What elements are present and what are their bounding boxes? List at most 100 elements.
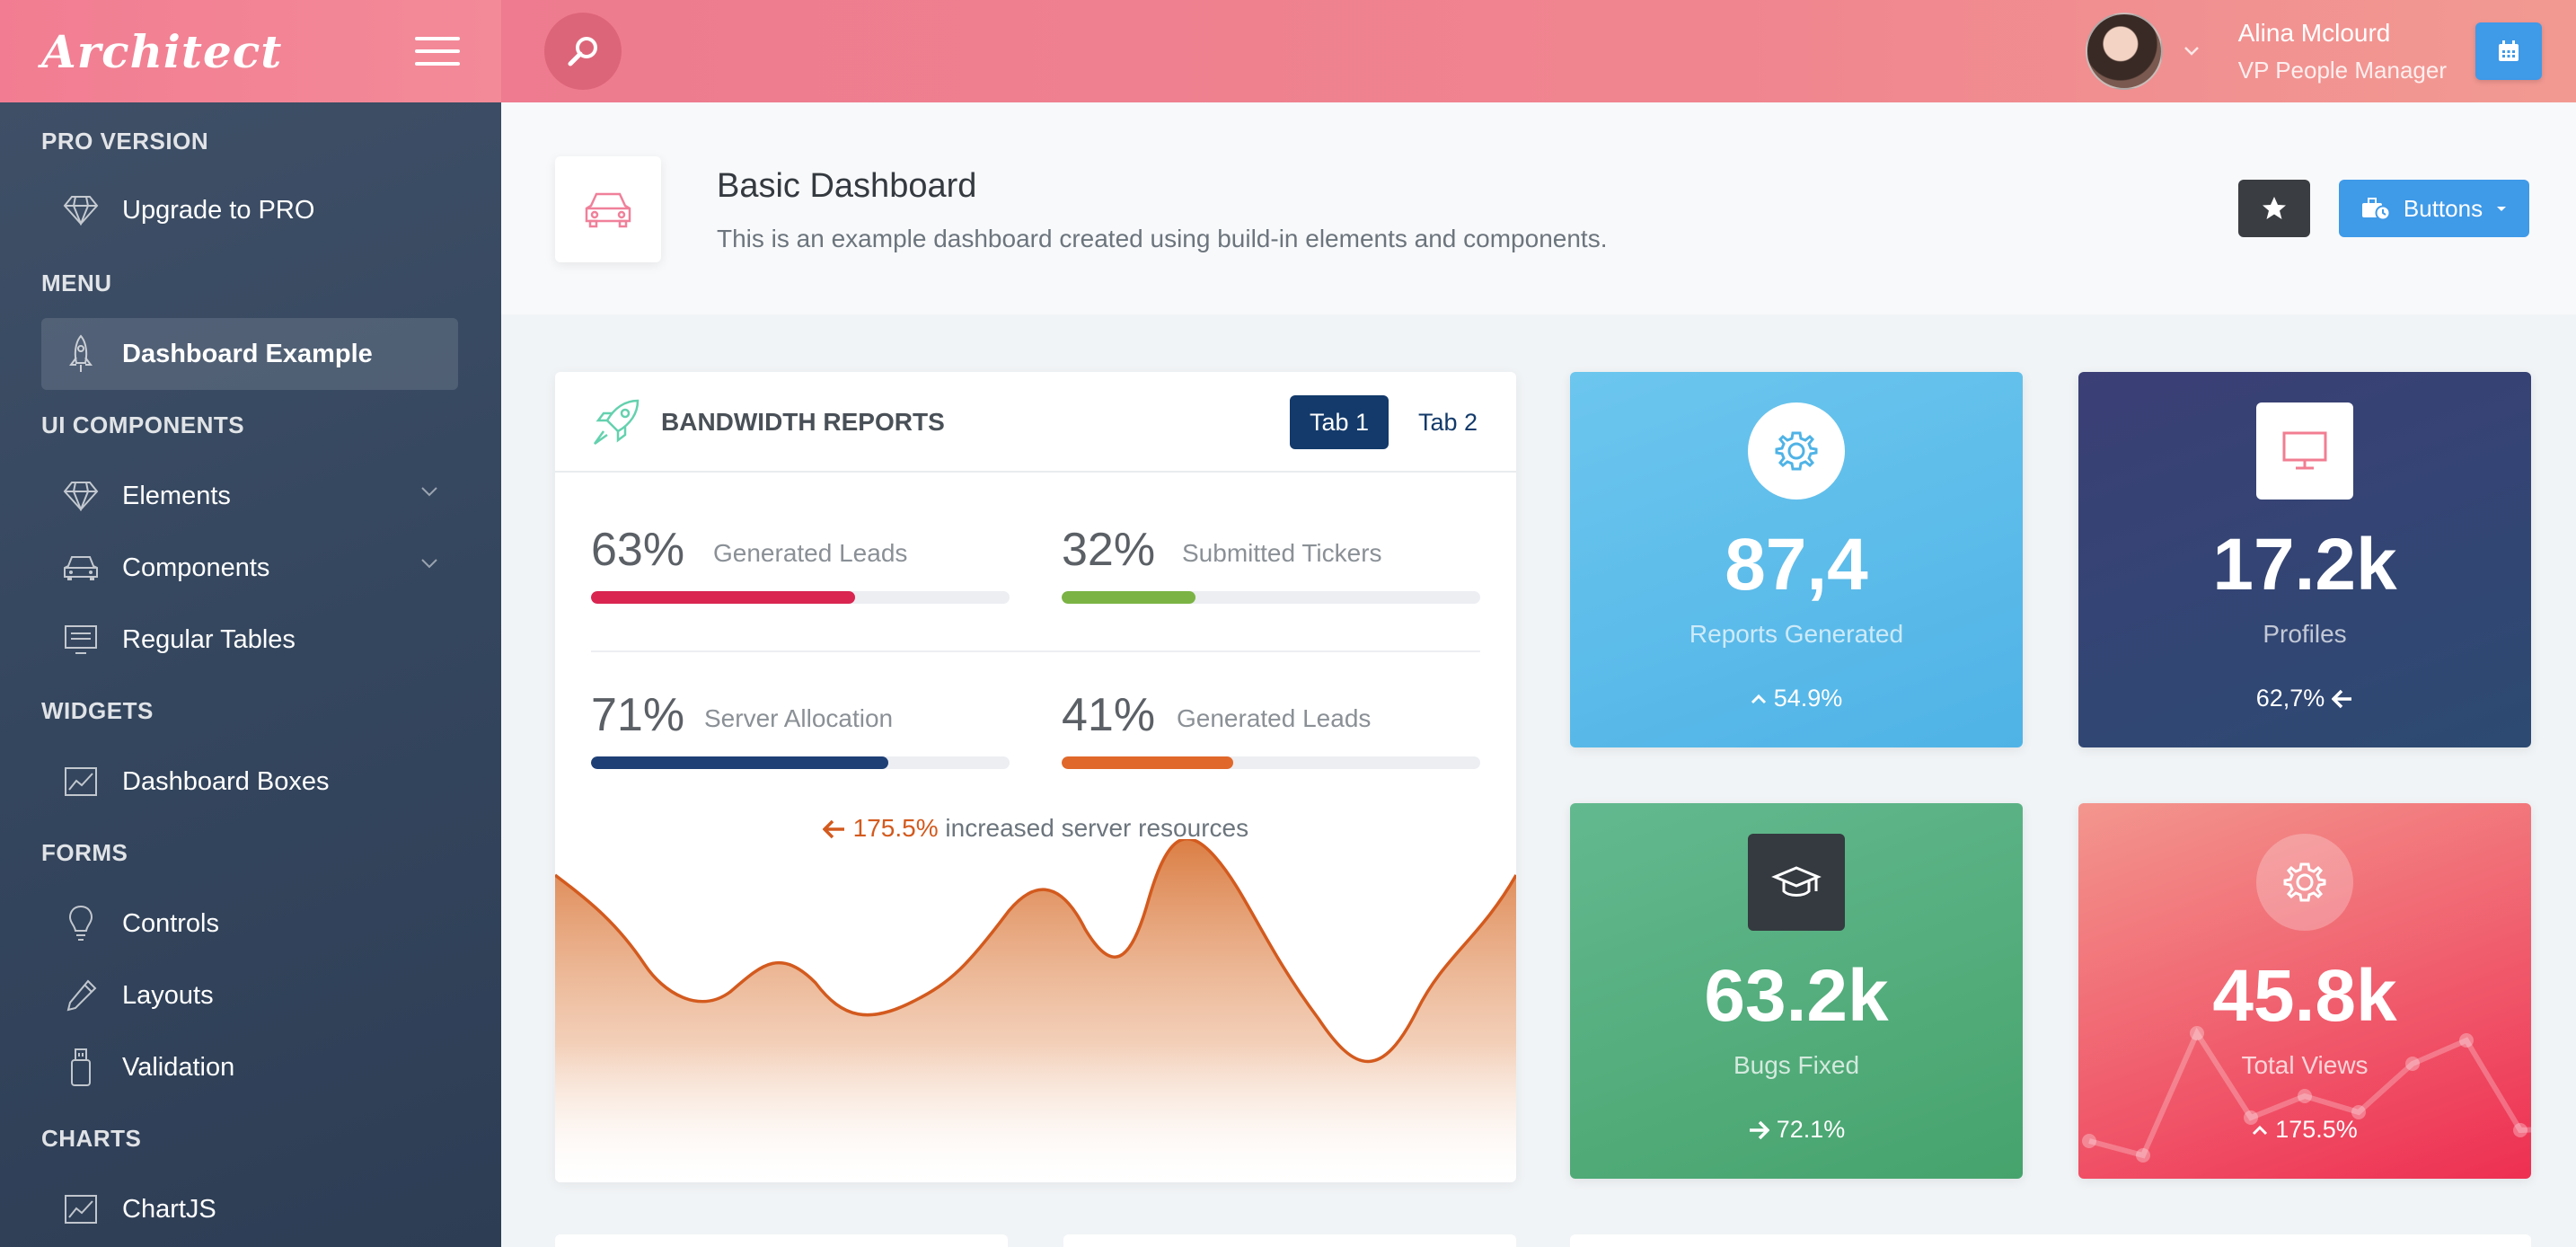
tile-label: Total Views [2241, 1051, 2369, 1079]
chevron-down-icon[interactable] [2181, 46, 2202, 57]
sidebar-item-label: Controls [122, 908, 219, 938]
chevron-up-icon [1751, 694, 1766, 703]
sidebar-item-label: Upgrade to PRO [122, 195, 315, 225]
sidebar-item-upgrade[interactable]: Upgrade to PRO [41, 174, 458, 246]
star-icon [2263, 197, 2286, 219]
sidebar-item-label: Layouts [122, 980, 214, 1010]
chevron-down-icon[interactable] [420, 557, 438, 573]
sidebar-item-controls[interactable]: Controls [41, 888, 458, 960]
sidebar-item-label: Dashboard Boxes [122, 766, 330, 796]
tile-change-value: 62,7% [2255, 685, 2325, 712]
gear-icon [2256, 834, 2353, 931]
user-role: VP People Manager [2237, 56, 2447, 84]
tab-1[interactable]: Tab 1 [1290, 395, 1389, 449]
sidebar-heading-menu: MENU [41, 270, 112, 296]
progress-fill [1062, 756, 1234, 769]
sidebar-item-label: Components [122, 553, 270, 582]
tile-label: Reports Generated [1689, 620, 1904, 648]
tile-profiles: 17.2k Profiles 62,7% [2078, 372, 2531, 747]
metric-percent: 32% [1062, 524, 1156, 576]
car-icon [61, 548, 101, 588]
sidebar-heading-pro: PRO VERSION [41, 128, 209, 155]
metric-label: Server Allocation [704, 704, 894, 732]
calendar-icon [2499, 40, 2519, 61]
tile-change-value: 72.1% [1776, 1116, 1846, 1143]
graduation-cap-icon [1748, 834, 1845, 931]
area-line [555, 839, 1516, 1064]
top-bar: Alina Mclourd VP People Manager [501, 0, 2576, 102]
monitor-icon [2256, 402, 2353, 500]
app-logo[interactable]: Architect [41, 24, 283, 78]
metric-label: Generated Leads [713, 539, 908, 567]
gear-icon [1748, 402, 1845, 500]
chart-icon [61, 762, 101, 801]
progress-bar [1062, 756, 1480, 769]
sidebar-item-layouts[interactable]: Layouts [41, 960, 458, 1031]
page-title-bar: Basic Dashboard This is an example dashb… [501, 102, 2576, 314]
car-icon [585, 192, 631, 228]
user-name: Alina Mclourd [2237, 18, 2391, 47]
tile-change: 175.5% [2078, 1116, 2531, 1144]
progress-fill [1062, 591, 1196, 604]
arrow-right-icon [1749, 1120, 1769, 1139]
metric-percent: 63% [591, 524, 685, 576]
buttons-dropdown-button[interactable]: Buttons [2339, 180, 2529, 237]
metric-label: Generated Leads [1177, 704, 1372, 732]
chart-icon [61, 1190, 101, 1229]
lightbulb-icon [61, 904, 101, 943]
tile-total-views: 45.8k Total Views 175.5% [2078, 803, 2531, 1179]
chevron-up-icon [2253, 1125, 2268, 1135]
star-button[interactable] [2238, 180, 2310, 237]
diamond-icon [61, 476, 101, 516]
page-icon [555, 156, 661, 262]
progress-bar [591, 591, 1010, 604]
rocket-icon [589, 395, 643, 454]
tile-value: 87,4 [1725, 524, 1868, 606]
progress-fill [591, 591, 855, 604]
tab-2[interactable]: Tab 2 [1417, 408, 1478, 436]
sidebar-item-dashboard-example[interactable]: Dashboard Example [41, 318, 458, 390]
user-menu[interactable]: Alina Mclourd VP People Manager [2085, 13, 2447, 90]
buttons-label: Buttons [2403, 194, 2483, 222]
arrow-left-icon [822, 819, 844, 839]
logo-area: Architect [0, 0, 501, 102]
tile-change-value: 175.5% [2275, 1116, 2358, 1143]
card-peek [1063, 1234, 1516, 1247]
avatar[interactable] [2085, 13, 2163, 90]
sidebar-item-label: ChartJS [122, 1194, 216, 1224]
search-button[interactable] [544, 13, 622, 90]
sidebar-item-chartjs[interactable]: ChartJS [41, 1173, 458, 1245]
sidebar-item-label: Elements [122, 481, 231, 510]
card-title: BANDWIDTH REPORTS [661, 408, 945, 436]
caret-down-icon [2497, 207, 2507, 211]
sidebar-heading-ui-components: UI COMPONENTS [41, 411, 245, 438]
tile-label: Profiles [2263, 620, 2347, 648]
usb-icon [61, 1048, 101, 1087]
progress-fill [591, 756, 888, 769]
diamond-icon [61, 190, 101, 230]
card-header: BANDWIDTH REPORTS Tab 1 Tab 2 [555, 372, 1516, 473]
progress-bar [591, 756, 1010, 769]
sidebar-heading-forms: FORMS [41, 839, 128, 866]
sidebar-item-regular-tables[interactable]: Regular Tables [41, 604, 458, 676]
tile-change: 54.9% [1570, 685, 2023, 712]
tile-value: 17.2k [2212, 524, 2397, 606]
sidebar-item-validation[interactable]: Validation [41, 1031, 458, 1103]
server-resources-note: 175.5% increased server resources [555, 814, 1516, 843]
sidebar-item-elements[interactable]: Elements [41, 460, 458, 532]
business-time-icon [2361, 198, 2391, 221]
sidebar: PRO VERSION Upgrade to PRO MENU Dashboar… [0, 102, 501, 1247]
sidebar-item-dashboard-boxes[interactable]: Dashboard Boxes [41, 746, 458, 818]
bandwidth-area-chart [555, 839, 1516, 1182]
calendar-button[interactable] [2475, 22, 2542, 80]
hamburger-icon[interactable] [415, 37, 460, 66]
metric-percent: 71% [591, 689, 685, 741]
tile-label: Bugs Fixed [1733, 1051, 1860, 1079]
sparkline-chart [2082, 1026, 2531, 1163]
sidebar-item-label: Validation [122, 1052, 235, 1082]
sidebar-heading-charts: CHARTS [41, 1125, 142, 1152]
sidebar-heading-widgets: WIDGETS [41, 697, 154, 724]
sidebar-item-components[interactable]: Components [41, 532, 458, 604]
tile-bugs-fixed: 63.2k Bugs Fixed 72.1% [1570, 803, 2023, 1179]
chevron-down-icon[interactable] [420, 485, 438, 501]
